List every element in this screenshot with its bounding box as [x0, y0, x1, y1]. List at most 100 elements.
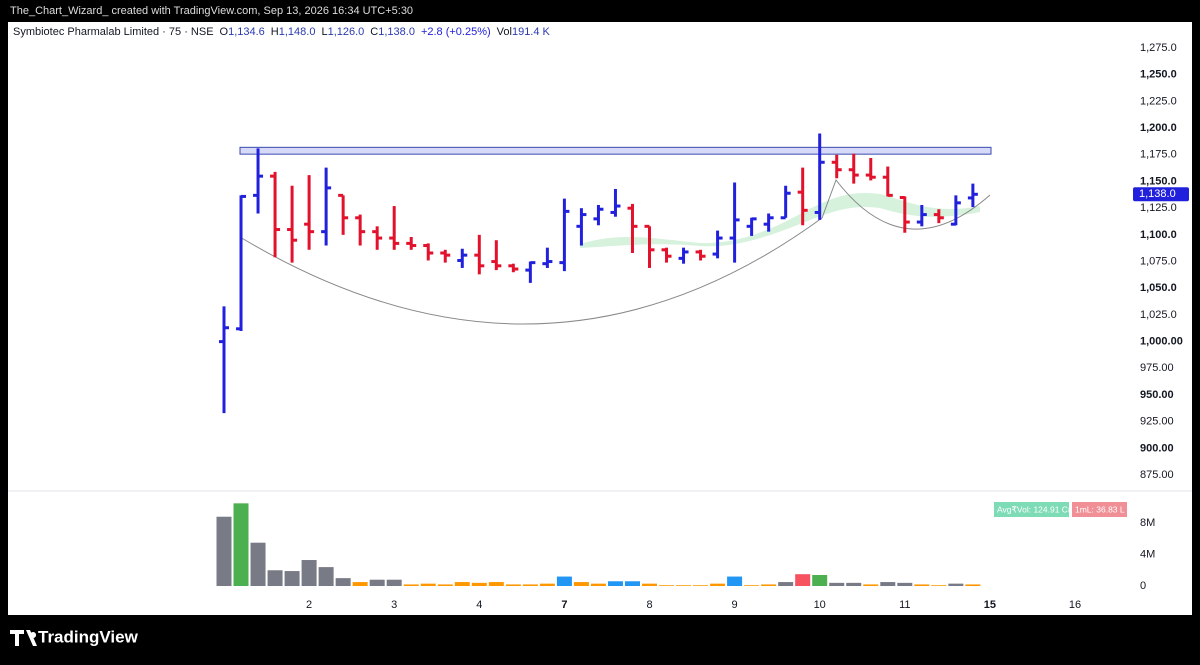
volume-bar [965, 584, 981, 587]
y-tick-label: 950.00 [1140, 389, 1174, 401]
x-tick-label: 9 [732, 599, 738, 611]
y-tick-label: 1,200.0 [1140, 122, 1177, 134]
volume-bar [573, 582, 589, 587]
x-tick-label: 4 [476, 599, 482, 611]
y-tick-label: 1,125.0 [1140, 202, 1177, 214]
volume-bar [676, 585, 692, 587]
volume-bar [846, 582, 862, 587]
volume-bar [522, 584, 538, 587]
volume-bar [829, 582, 845, 587]
volume-bar [642, 583, 657, 587]
legend-key: C [370, 26, 378, 38]
legend-value: 1,138.0 [378, 26, 415, 38]
legend-value: 1,148.0 [279, 26, 316, 38]
chart-panel [8, 22, 1192, 615]
y-tick-label: 1,050.0 [1140, 282, 1177, 294]
legend-key: L [321, 26, 327, 38]
volume-bar [284, 571, 300, 587]
legend-text: Symbiotec Pharmalab Limited · 75 · NSE O1… [13, 26, 551, 38]
ma-cloud [580, 192, 980, 248]
y-tick-label: 975.00 [1140, 362, 1174, 374]
volume-bar [216, 516, 232, 587]
legend: Symbiotec Pharmalab Limited · 75 · NSE O1… [13, 26, 551, 38]
symbol: Symbiotec Pharmalab Limited · 75 · NSE [13, 26, 214, 38]
volume-tick-label: 8M [1140, 517, 1155, 529]
volume-bar [590, 583, 606, 587]
volume-bar [420, 583, 436, 587]
volume-tick-label: 4M [1140, 548, 1155, 560]
badge-text: Avg₹Vol: 124.91 Cr [997, 504, 1071, 514]
brand-name: TradingView [38, 627, 139, 646]
legend-key: H [271, 26, 279, 38]
y-tick-label: 1,225.0 [1140, 95, 1177, 107]
volume-bar [505, 584, 521, 587]
last-price-box [1133, 187, 1189, 202]
volume-bar [693, 585, 709, 587]
volume-bar [761, 584, 777, 587]
x-tick-label: 16 [1069, 599, 1081, 611]
x-tick-label: 15 [984, 599, 996, 611]
x-tick-label: 7 [561, 599, 567, 611]
resistance-zone [239, 146, 992, 155]
volume-bar [369, 579, 385, 587]
volume-bar [863, 584, 879, 587]
volume-bar [914, 584, 930, 587]
y-tick-label: 1,000.00 [1140, 336, 1183, 348]
volume-bar [624, 581, 640, 587]
volume-bar [386, 579, 402, 587]
volume-tick-label: 0 [1140, 580, 1146, 592]
volume-bar [488, 582, 504, 587]
volume-bar [318, 567, 334, 587]
legend-key: O [220, 26, 229, 38]
volume-bar [812, 574, 828, 587]
badge-text: 1mL: 36.83 L [1075, 504, 1125, 514]
volume-bar [301, 560, 317, 587]
volume-bar [403, 584, 419, 587]
cup-curve [239, 217, 823, 325]
y-tick-label: 1,075.0 [1140, 255, 1177, 267]
badge-box [994, 502, 1069, 517]
x-tick-label: 3 [391, 599, 397, 611]
volume-bar [795, 574, 811, 587]
y-tick-label: 1,250.0 [1140, 69, 1177, 81]
volume-bar [727, 576, 743, 587]
legend-value: +2.8 (+0.25%) [421, 26, 491, 38]
volume-bar [539, 583, 555, 587]
volume-bar [335, 578, 351, 587]
volume-bar [607, 581, 623, 587]
y-tick-label: 1,275.0 [1140, 42, 1177, 54]
x-tick-label: 10 [814, 599, 826, 611]
legend-value: 1,126.0 [328, 26, 365, 38]
volume-bar [744, 585, 760, 587]
y-tick-label: 875.00 [1140, 469, 1174, 481]
volume-bar [437, 584, 453, 587]
volume-bar [267, 570, 283, 587]
x-tick-label: 11 [899, 599, 910, 611]
brand-logo [10, 630, 37, 646]
volume-bar [897, 582, 913, 587]
y-tick-label: 1,175.0 [1140, 149, 1177, 161]
x-tick-label: 8 [646, 599, 652, 611]
volume-bar [471, 582, 487, 587]
y-tick-label: 925.00 [1140, 416, 1174, 428]
volume-bar [556, 576, 572, 587]
last-price-label: 1,138.0 [1139, 188, 1176, 200]
plot: 1,275.0 1,250.0 1,225.0 1,200.0 1,175.0 1,150… [216, 42, 1189, 611]
volume-bar [778, 582, 794, 587]
y-tick-label: 1,025.0 [1140, 309, 1177, 321]
volume-bar [454, 582, 470, 587]
legend-value: 1,134.6 [228, 26, 265, 38]
x-tick-label: 2 [306, 599, 312, 611]
volume-bar [931, 585, 947, 587]
volume-bar [233, 503, 249, 587]
volume-bar [880, 582, 896, 587]
y-tick-label: 1,150.0 [1140, 175, 1177, 187]
volume-bar [948, 583, 964, 587]
volume-bar [659, 585, 675, 587]
credit: The_Chart_Wizard_ created with TradingVi… [10, 5, 413, 17]
brand: TradingView [10, 627, 139, 646]
legend-value: 191.4 K [512, 26, 551, 38]
y-tick-label: 1,100.0 [1140, 229, 1177, 241]
volume-bar [710, 583, 726, 587]
